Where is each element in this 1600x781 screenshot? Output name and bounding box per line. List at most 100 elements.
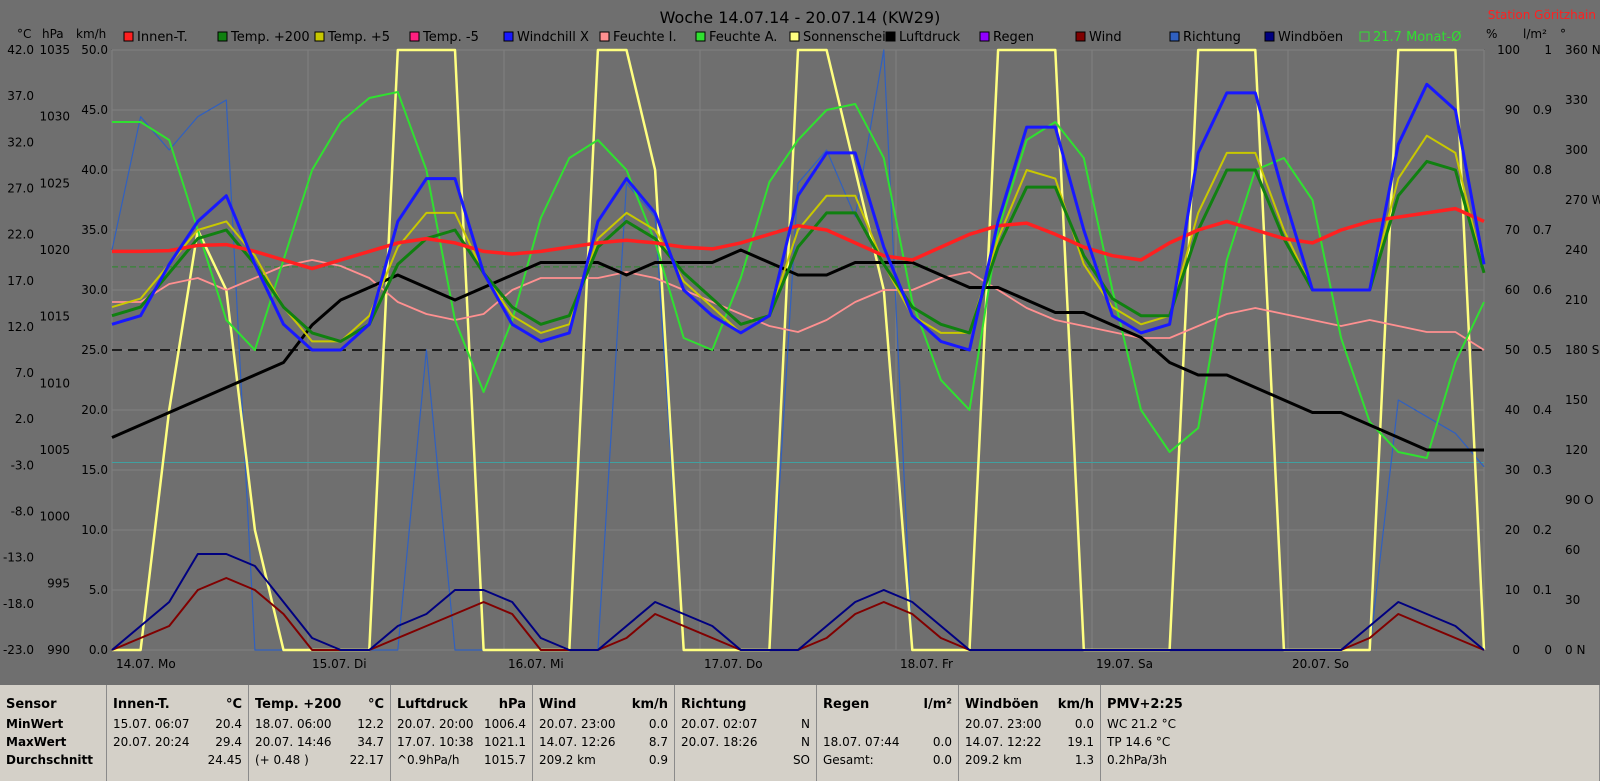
tick-label: 0 N bbox=[1565, 643, 1585, 657]
table-row: SO bbox=[681, 753, 810, 771]
cell-value: 1006.4 bbox=[484, 717, 526, 731]
header-label: Temp. +200 bbox=[255, 697, 342, 712]
table-column: PMV+2:25 WC 21.2 °C TP 14.6 °C 0.2hPa/3h bbox=[1101, 685, 1600, 781]
tick-label: 1030 bbox=[39, 110, 70, 124]
tick-label: 20 bbox=[1505, 523, 1520, 537]
cell-value: 1015.7 bbox=[484, 753, 526, 767]
tick-label: 40.0 bbox=[81, 163, 108, 177]
tick-label: -8.0 bbox=[11, 505, 34, 519]
cell-value: 1021.1 bbox=[484, 735, 526, 749]
legend-label: Luftdruck bbox=[899, 30, 961, 45]
tick-label: 180 S bbox=[1565, 343, 1599, 357]
legend-label: Feuchte A. bbox=[709, 30, 777, 45]
table-row: 0.2hPa/3h bbox=[1107, 753, 1593, 771]
table-row: 15.07. 06:07 20.4 bbox=[113, 717, 242, 735]
tick-label: 0.8 bbox=[1533, 163, 1552, 177]
tick-label: 30.0 bbox=[81, 283, 108, 297]
cell-value: 0.9 bbox=[648, 753, 668, 767]
tick-label: 50.0 bbox=[81, 43, 108, 57]
cell-value: 1.3 bbox=[1074, 753, 1094, 767]
legend-label: Feuchte I. bbox=[613, 30, 677, 45]
x-tick-label: 18.07. Fr bbox=[900, 657, 953, 671]
table-column: Innen-T. °C 15.07. 06:07 20.4 20.07. 20:24 29… bbox=[107, 685, 249, 781]
x-tick-label: 16.07. Mi bbox=[508, 657, 564, 671]
x-tick-label: 15.07. Di bbox=[312, 657, 367, 671]
tick-label: 30 bbox=[1565, 593, 1580, 607]
tick-label: 5.0 bbox=[89, 583, 108, 597]
table-column: Wind km/h 20.07. 23:00 0.0 14.07. 12:26 8.7 20… bbox=[533, 685, 675, 781]
table-row: ^0.9hPa/h 1015.7 bbox=[397, 753, 526, 771]
cell-label: 20.07. 20:00 bbox=[397, 717, 474, 731]
cell-label: (+ 0.48 ) bbox=[255, 753, 309, 767]
tick-label: 70 bbox=[1505, 223, 1520, 237]
cell-label: 14.07. 12:26 bbox=[539, 735, 616, 749]
table-row: 209.2 km 0.9 bbox=[539, 753, 668, 771]
legend-label: Windböen bbox=[1278, 30, 1343, 45]
legend-swatch bbox=[789, 31, 800, 42]
cell-label: 20.07. 02:07 bbox=[681, 717, 758, 731]
legend-label: Sonnenschein bbox=[803, 30, 894, 45]
tick-label: 7.0 bbox=[15, 366, 34, 380]
table-row: 14.07. 12:26 8.7 bbox=[539, 735, 668, 753]
header-label: Windböen bbox=[965, 697, 1039, 712]
cell-value: N bbox=[801, 717, 810, 731]
tick-label: 0.9 bbox=[1533, 103, 1552, 117]
tick-label: 42.0 bbox=[7, 43, 34, 57]
cell-label: 18.07. 06:00 bbox=[255, 717, 332, 731]
axis-header-lm2: l/m² bbox=[1523, 27, 1547, 41]
series-line-windb-en bbox=[111, 553, 1485, 651]
legend-swatch bbox=[123, 31, 134, 42]
tick-label: 330 bbox=[1565, 93, 1588, 107]
table-row: 14.07. 12:22 19.1 bbox=[965, 735, 1094, 753]
cell-label: Gesamt: bbox=[823, 753, 874, 767]
cell-label: 20.07. 20:24 bbox=[113, 735, 190, 749]
legend-swatch bbox=[885, 31, 896, 42]
header-label: Richtung bbox=[681, 697, 747, 712]
series-line-luftdruck bbox=[111, 248, 1484, 452]
table-row: TP 14.6 °C bbox=[1107, 735, 1593, 753]
tick-label: 240 bbox=[1565, 243, 1588, 257]
tick-label: 300 bbox=[1565, 143, 1588, 157]
cell-label: ^0.9hPa/h bbox=[397, 753, 460, 767]
tick-label: 1025 bbox=[39, 176, 70, 190]
cell-value: 22.17 bbox=[349, 753, 384, 767]
tick-label: 210 bbox=[1565, 293, 1588, 307]
tick-label: 37.0 bbox=[7, 89, 34, 103]
tick-label: 360 N bbox=[1565, 43, 1600, 57]
tick-label: 1015 bbox=[39, 310, 70, 324]
tick-label: 995 bbox=[47, 576, 70, 590]
legend-swatch bbox=[1264, 31, 1275, 42]
axis-header-celsius: °C bbox=[17, 27, 31, 41]
tick-label: 20.0 bbox=[81, 403, 108, 417]
header-label: Regen bbox=[823, 697, 870, 712]
tick-label: 50 bbox=[1505, 343, 1520, 357]
x-tick-label: 17.07. Do bbox=[704, 657, 763, 671]
legend-label: Wind bbox=[1089, 30, 1122, 45]
table-row bbox=[823, 717, 952, 735]
cell-value: 0.0 bbox=[648, 717, 668, 731]
legend-swatch bbox=[599, 31, 610, 42]
tick-label: 1005 bbox=[39, 443, 70, 457]
cell-label: 15.07. 06:07 bbox=[113, 717, 190, 731]
cell-value: 34.7 bbox=[357, 735, 384, 749]
header-label: Luftdruck bbox=[397, 697, 468, 712]
legend-swatch bbox=[409, 31, 420, 42]
tick-label: 10.0 bbox=[81, 523, 108, 537]
table-row: WC 21.2 °C bbox=[1107, 717, 1593, 735]
table-header: Innen-T. °C bbox=[113, 697, 242, 715]
series-line-innen-t- bbox=[112, 206, 1485, 271]
chart-svg: Woche 14.07.14 - 20.07.14 (KW29) Station … bbox=[3, 8, 1600, 671]
tick-label: 0.6 bbox=[1533, 283, 1552, 297]
legend-swatch bbox=[314, 31, 325, 42]
table-row: 209.2 km 1.3 bbox=[965, 753, 1094, 771]
header-unit: km/h bbox=[1057, 697, 1094, 712]
cell-value: N bbox=[801, 735, 810, 749]
tick-label: 1 bbox=[1544, 43, 1552, 57]
tick-label: 1000 bbox=[39, 510, 70, 524]
header-label: PMV+2:25 bbox=[1107, 697, 1183, 712]
legend-label: Temp. +5 bbox=[327, 30, 390, 45]
cell-label: MinWert bbox=[6, 717, 64, 731]
legend-swatch bbox=[1075, 31, 1086, 42]
tick-label: 0.4 bbox=[1533, 403, 1552, 417]
cell-value: 20.4 bbox=[215, 717, 242, 731]
